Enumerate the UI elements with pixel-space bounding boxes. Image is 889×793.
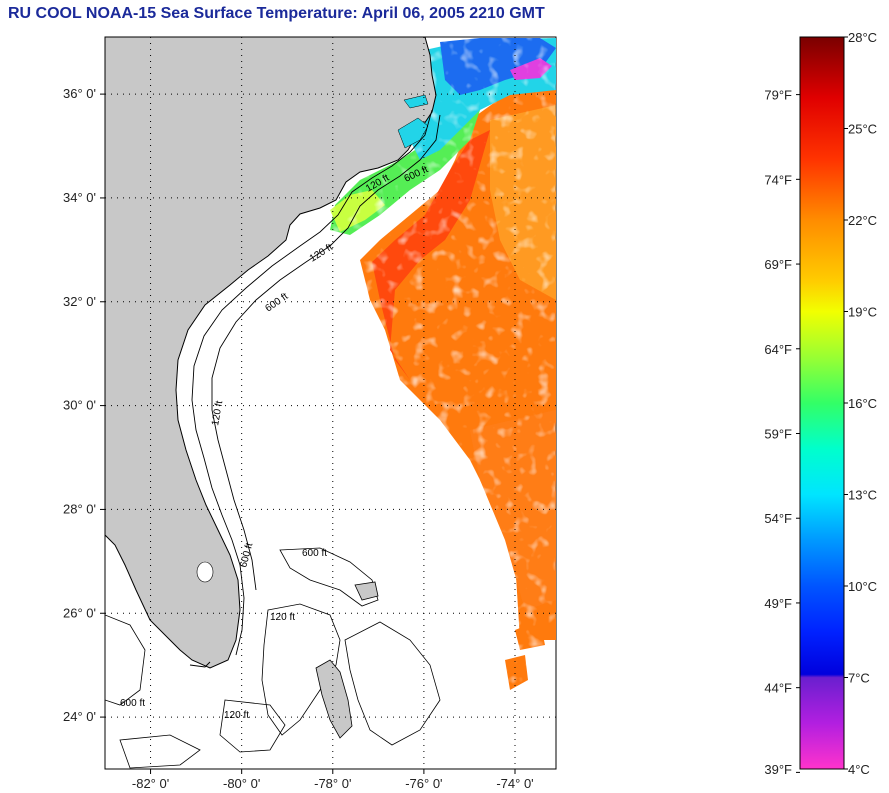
- fahrenheit-label: 39°F: [764, 762, 792, 777]
- celsius-label: 4°C: [848, 762, 870, 777]
- sst-hot-core: [372, 130, 490, 380]
- albemarle-sound: [403, 94, 429, 109]
- lat-tick-label: 24° 0': [63, 709, 96, 724]
- celsius-label: 28°C: [848, 30, 877, 45]
- contour-120ft: [191, 109, 433, 656]
- fahrenheit-label: 64°F: [764, 342, 792, 357]
- celsius-label: 19°C: [848, 305, 877, 320]
- fahrenheit-label: 74°F: [764, 172, 792, 187]
- fahrenheit-label: 69°F: [764, 257, 792, 272]
- lat-tick-label: 28° 0': [63, 501, 96, 516]
- colorbar-labels: 28°C 25°C 22°C 19°C 16°C 13°C 10°C 7°C 4°C 79°F 74…: [764, 30, 877, 777]
- sst-gs-orange-south: [470, 410, 556, 610]
- lon-tick-label: -78° 0': [314, 776, 351, 791]
- bahamas-region: [105, 547, 441, 769]
- us-southeast-landmass: [105, 37, 437, 669]
- contour-label-120-cuba: 120 ft: [224, 710, 249, 721]
- contour-label-120-bahamas: 120 ft: [270, 612, 295, 623]
- fahrenheit-label: 59°F: [764, 427, 792, 442]
- lon-tick-label: -74° 0': [496, 776, 533, 791]
- sst-cold-patch: [510, 58, 552, 80]
- sst-shelf-blue: [440, 38, 556, 95]
- lat-tick-label: 34° 0': [63, 190, 96, 205]
- celsius-label: 7°C: [848, 671, 870, 686]
- lake-okeechobee: [196, 561, 214, 583]
- grand-bahama-island: [354, 581, 379, 601]
- lat-tick-label: 30° 0': [63, 398, 96, 413]
- fahrenheit-label: 54°F: [764, 511, 792, 526]
- contour-label-600-bahamas: 600 ft: [302, 548, 327, 559]
- sst-patches-southeast: [505, 620, 545, 690]
- longitude-axis: -82° 0' -80° 0' -78° 0' -76° 0' -74° 0': [132, 769, 534, 791]
- latitude-axis: 36° 0' 34° 0' 32° 0' 30° 0' 28° 0' 26° 0' 24° …: [63, 86, 105, 724]
- celsius-label: 13°C: [848, 488, 877, 503]
- fahrenheit-label: 79°F: [764, 88, 792, 103]
- contour-label-600-sw: 600 ft: [120, 698, 145, 709]
- lat-tick-label: 32° 0': [63, 294, 96, 309]
- celsius-label: 16°C: [848, 396, 877, 411]
- lon-tick-label: -80° 0': [223, 776, 260, 791]
- celsius-label: 25°C: [848, 122, 877, 137]
- celsius-label: 10°C: [848, 579, 877, 594]
- temperature-colorbar: [799, 36, 845, 770]
- lon-tick-label: -82° 0': [132, 776, 169, 791]
- contour-600ft: [211, 114, 441, 591]
- andros-island: [315, 659, 353, 739]
- fahrenheit-label: 44°F: [764, 681, 792, 696]
- contour-label-120-fl: 120 ft: [210, 400, 225, 427]
- celsius-label: 22°C: [848, 213, 877, 228]
- lat-tick-label: 26° 0': [63, 605, 96, 620]
- florida-keys: [189, 661, 211, 668]
- fahrenheit-label: 49°F: [764, 596, 792, 611]
- lon-tick-label: -76° 0': [405, 776, 442, 791]
- lat-tick-label: 36° 0': [63, 86, 96, 101]
- figure-title: RU COOL NOAA-15 Sea Surface Temperature:…: [8, 5, 545, 22]
- sst-orange-east: [490, 105, 556, 300]
- graticule: [105, 37, 556, 769]
